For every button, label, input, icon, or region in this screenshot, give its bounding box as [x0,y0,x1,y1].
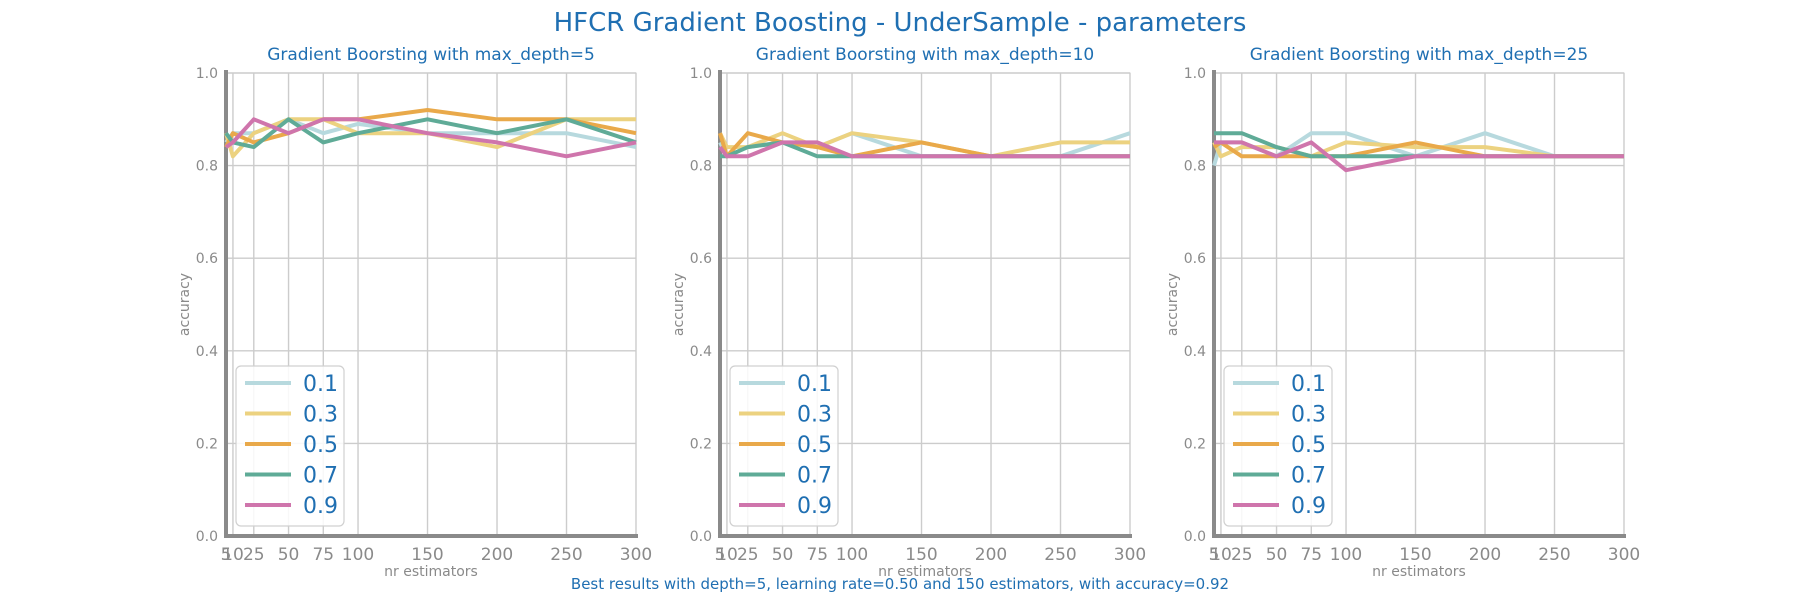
series-line-0-1 [1212,131,1624,167]
x-axis-label: nr estimators [1372,564,1466,580]
legend-label: 0.5 [797,433,832,458]
x-tick-label: 100 [1330,545,1362,565]
panel-title: Gradient Boorsting with max_depth=10 [756,45,1094,65]
y-tick-label: 0.0 [690,529,712,545]
y-tick-label: 1.0 [196,66,218,82]
x-tick-label: 10 [222,545,244,565]
series-line-0-9 [1214,140,1624,173]
x-tick-label: 200 [1469,545,1501,565]
legend-label: 0.7 [303,464,338,489]
x-tick-label: 25 [243,545,265,565]
y-tick-label: 0.8 [196,159,218,175]
x-tick-label: 5 [221,545,232,565]
x-tick-label: 200 [481,545,513,565]
x-axis-label: nr estimators [878,564,972,580]
legend-label: 0.9 [797,494,832,519]
series-line-0-7 [224,117,637,150]
legend-label: 0.5 [1291,433,1326,458]
x-tick-label: 300 [620,545,652,565]
legend: 0.1 0.3 0.5 0.7 0.9 [1223,365,1333,527]
figure-title: HFCR Gradient Boosting - UnderSample - p… [554,8,1247,38]
legend-label: 0.5 [303,433,338,458]
x-tick-label: 200 [975,545,1007,565]
best-results-footer: Best results with depth=5, learning rate… [571,575,1229,593]
x-tick-label: 75 [1300,545,1322,565]
y-tick-label: 0.2 [196,436,218,452]
y-tick-label: 0.2 [690,436,712,452]
x-tick-label: 300 [1114,545,1146,565]
x-tick-label: 150 [411,545,443,565]
legend-label: 0.1 [1291,372,1326,397]
x-tick-label: 75 [806,545,828,565]
legend-label: 0.1 [303,372,338,397]
legend: 0.1 0.3 0.5 0.7 0.9 [729,365,839,527]
legend-label: 0.3 [303,403,338,428]
y-tick-label: 0.4 [196,344,218,360]
x-tick-label: 150 [1399,545,1431,565]
y-tick-label: 1.0 [690,66,712,82]
x-tick-label: 50 [278,545,300,565]
legend-label: 0.9 [303,494,338,519]
legend-label: 0.3 [797,403,832,428]
y-tick-label: 0.0 [1184,529,1206,545]
x-axis-label: nr estimators [384,564,478,580]
y-tick-label: 0.8 [690,159,712,175]
chart-panel-2: 0.0 0.2 0.4 0.6 0.8 1.0 510 25 50 75 100 150 200 250 3… [671,45,1146,580]
panel-title: Gradient Boorsting with max_depth=5 [267,45,595,65]
legend-label: 0.7 [797,464,832,489]
x-tick-label: 100 [836,545,868,565]
chart-panel-1: 0.0 0.2 0.4 0.6 0.8 1.0 510 25 50 75 100 150 200 250 3… [177,45,652,580]
x-tick-label: 250 [550,545,582,565]
x-tick-label: 10 [716,545,738,565]
y-tick-label: 0.6 [1184,251,1206,267]
legend-label: 0.9 [1291,494,1326,519]
y-tick-label: 0.6 [196,251,218,267]
x-tick-label: 5 [715,545,726,565]
x-tick-label: 50 [772,545,794,565]
x-tick-label: 250 [1044,545,1076,565]
chart-panel-3: 0.0 0.2 0.4 0.6 0.8 1.0 510 25 50 75 100 150 200 250 3… [1165,45,1640,580]
x-tick-label: 10 [1210,545,1232,565]
x-tick-label: 25 [1231,545,1253,565]
y-tick-label: 1.0 [1184,66,1206,82]
series-line-0-9 [718,140,1130,159]
series-line-0-3 [224,117,636,159]
x-tick-label: 25 [737,545,759,565]
y-axis-label: accuracy [1165,273,1181,336]
x-tick-label: 150 [905,545,937,565]
x-tick-label: 75 [312,545,334,565]
y-tick-label: 0.8 [1184,159,1206,175]
x-tick-label: 100 [342,545,374,565]
y-tick-label: 0.2 [1184,436,1206,452]
legend-label: 0.3 [1291,403,1326,428]
y-tick-label: 0.0 [196,529,218,545]
series-line-0-5 [224,108,637,148]
x-tick-label: 50 [1266,545,1288,565]
x-tick-label: 250 [1538,545,1570,565]
panel-title: Gradient Boorsting with max_depth=25 [1250,45,1588,65]
legend-label: 0.7 [1291,464,1326,489]
y-tick-label: 0.6 [690,251,712,267]
series-line-0-9 [224,117,637,159]
legend: 0.1 0.3 0.5 0.7 0.9 [235,365,345,527]
y-axis-label: accuracy [671,273,687,336]
x-tick-label: 300 [1608,545,1640,565]
x-tick-label: 5 [1209,545,1220,565]
y-tick-label: 0.4 [1184,344,1206,360]
y-axis-label: accuracy [177,273,193,336]
y-tick-label: 0.4 [690,344,712,360]
legend-label: 0.1 [797,372,832,397]
